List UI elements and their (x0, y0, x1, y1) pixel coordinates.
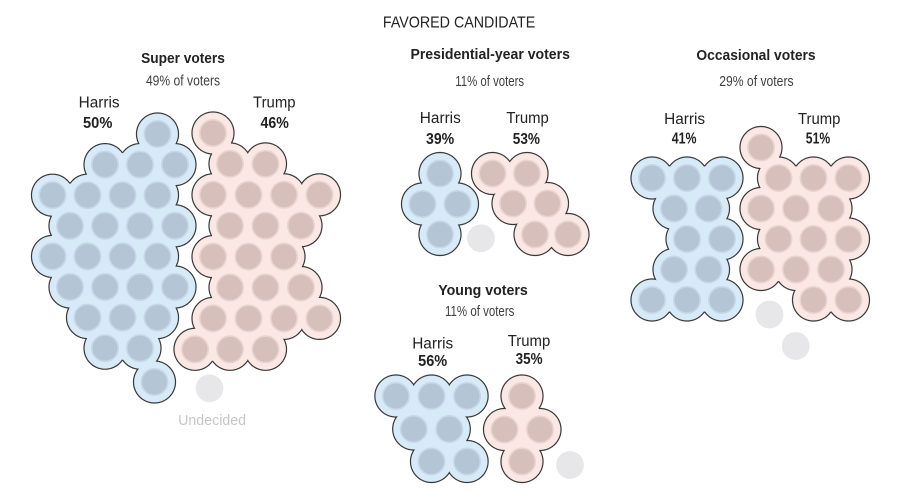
svg-text:Harris: Harris (664, 111, 705, 128)
svg-text:46%: 46% (261, 115, 289, 132)
svg-text:Harris: Harris (79, 95, 120, 112)
svg-text:51%: 51% (806, 130, 831, 147)
svg-text:Trump: Trump (508, 333, 551, 350)
svg-text:35%: 35% (516, 351, 543, 368)
svg-text:41%: 41% (672, 130, 697, 147)
svg-text:Super voters: Super voters (141, 51, 225, 67)
svg-text:49% of voters: 49% of voters (146, 73, 220, 90)
svg-text:56%: 56% (418, 353, 447, 370)
svg-text:Harris: Harris (412, 335, 453, 352)
svg-text:11% of voters: 11% of voters (455, 73, 524, 90)
svg-text:53%: 53% (513, 131, 540, 148)
svg-text:Harris: Harris (420, 110, 461, 127)
svg-text:Trump: Trump (798, 111, 841, 128)
svg-text:Trump: Trump (253, 95, 296, 112)
svg-text:Undecided: Undecided (178, 412, 246, 429)
svg-text:11% of voters: 11% of voters (445, 303, 514, 320)
svg-text:39%: 39% (426, 131, 454, 148)
svg-text:Trump: Trump (506, 110, 549, 127)
svg-text:FAVORED CANDIDATE: FAVORED CANDIDATE (383, 15, 535, 32)
svg-text:50%: 50% (83, 115, 112, 132)
svg-text:29% of voters: 29% of voters (719, 73, 793, 90)
svg-text:Occasional voters: Occasional voters (696, 48, 815, 64)
svg-text:Young voters: Young voters (438, 283, 528, 299)
svg-text:Presidential-year voters: Presidential-year voters (410, 47, 570, 63)
